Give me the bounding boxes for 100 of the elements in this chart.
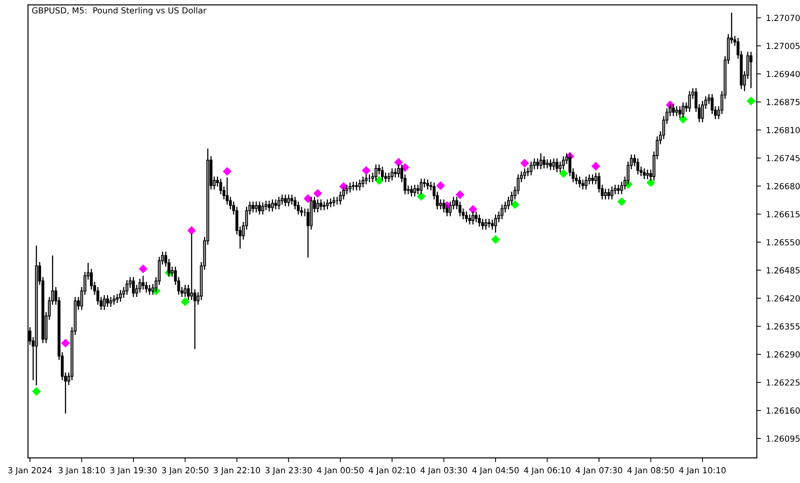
candlestick: [500, 204, 504, 220]
candlestick: [387, 172, 390, 183]
candlestick: [112, 294, 116, 306]
candlestick: [170, 266, 174, 278]
candlestick: [420, 178, 423, 195]
candlestick: [397, 164, 400, 178]
candlestick: [610, 186, 614, 200]
candlestick: [296, 201, 300, 216]
candlestick: [471, 210, 474, 226]
point: [374, 176, 384, 185]
candlestick: [494, 214, 497, 234]
x-tick-label: 4 Jan 06:10: [524, 467, 570, 475]
candlestick: [468, 214, 472, 226]
y-tick-label: 1.26745: [766, 154, 800, 162]
y-tick-label: 1.26225: [766, 379, 800, 386]
point: [520, 158, 530, 168]
candlestick: [688, 90, 691, 112]
candlestick: [474, 210, 478, 223]
candlestick: [332, 196, 336, 207]
point: [456, 190, 464, 200]
y-tick-label: 1.26615: [766, 211, 800, 218]
chart-title: GBPUSD, M5: Pound Sterling vs US Dollar: [32, 7, 206, 16]
x-tick-label: 3 Jan 2024: [8, 467, 52, 475]
y-tick-label: 1.26810: [766, 126, 800, 134]
candlestick: [271, 198, 274, 212]
y-tick-label: 1.26290: [766, 351, 800, 358]
point: [617, 197, 626, 206]
candlestick: [581, 179, 584, 190]
point: [559, 169, 568, 178]
candlestick: [106, 294, 109, 308]
candlestick: [142, 275, 145, 290]
candlestick: [416, 184, 420, 195]
candlestick: [362, 176, 364, 188]
candlestick: [280, 194, 284, 206]
point: [362, 166, 371, 175]
candlestick: [682, 102, 684, 118]
candlestick: [646, 169, 649, 180]
x-tick-label: 3 Jan 22:10: [214, 467, 260, 475]
candlestick: [364, 174, 368, 185]
candlestick: [675, 106, 678, 117]
point: [394, 158, 403, 167]
candlestick: [426, 179, 430, 190]
candlestick: [539, 152, 542, 170]
y-tick-label: 1.26940: [766, 70, 800, 78]
point: [510, 200, 520, 209]
point: [436, 181, 445, 190]
candlestick: [132, 276, 135, 298]
candlestick: [258, 201, 261, 216]
candlestick: [252, 201, 254, 213]
candlestick: [284, 194, 287, 207]
point: [646, 178, 656, 187]
point: [591, 162, 600, 171]
candlestick: [380, 166, 384, 181]
candlestick: [604, 188, 607, 200]
candlestick: [320, 198, 322, 211]
point: [61, 338, 70, 348]
candlestick: [701, 100, 704, 123]
candlestick: [484, 218, 488, 230]
candlestick: [390, 168, 394, 181]
candlestick: [465, 210, 468, 223]
point: [468, 204, 478, 214]
candlestick: [394, 168, 397, 178]
point: [138, 264, 148, 274]
candlestick: [678, 106, 682, 118]
x-tick-label: 4 Jan 08:50: [627, 467, 674, 475]
y-tick-label: 1.27005: [766, 42, 800, 50]
candlestick: [374, 164, 378, 181]
candlestick: [584, 176, 588, 190]
candlestick: [594, 172, 598, 185]
point: [32, 387, 41, 396]
y-tick-label: 1.26875: [766, 98, 800, 106]
y-tick-label: 1.26355: [766, 323, 800, 330]
x-tick-label: 4 Jan 03:30: [420, 467, 467, 475]
candlestick: [352, 181, 355, 191]
candlestick: [542, 156, 546, 169]
candlestick: [287, 194, 290, 207]
candlestick: [636, 158, 640, 175]
point: [491, 235, 500, 244]
candlestick: [109, 296, 112, 308]
point: [313, 188, 322, 198]
candlestick: [530, 160, 533, 176]
candlestick: [490, 219, 494, 230]
candlestick: [458, 201, 462, 217]
point: [746, 96, 756, 106]
candlestick: [148, 284, 151, 296]
candlestick: [591, 174, 594, 185]
x-tick-label: 4 Jan 00:50: [317, 467, 364, 475]
candlestick: [138, 278, 142, 294]
candlestick: [750, 51, 752, 89]
x-tick-label: 4 Jan 04:50: [472, 467, 519, 475]
candlestick: [268, 200, 271, 212]
candlestick: [326, 198, 329, 210]
candlestick: [274, 198, 278, 210]
x-tick-label: 3 Jan 18:10: [58, 467, 105, 475]
candlestick: [190, 232, 194, 301]
candlestick: [616, 184, 620, 195]
candlestick: [549, 158, 552, 171]
candlestick: [348, 182, 352, 194]
candlestick: [102, 294, 106, 310]
x-tick-label: 4 Jan 02:10: [368, 467, 416, 475]
